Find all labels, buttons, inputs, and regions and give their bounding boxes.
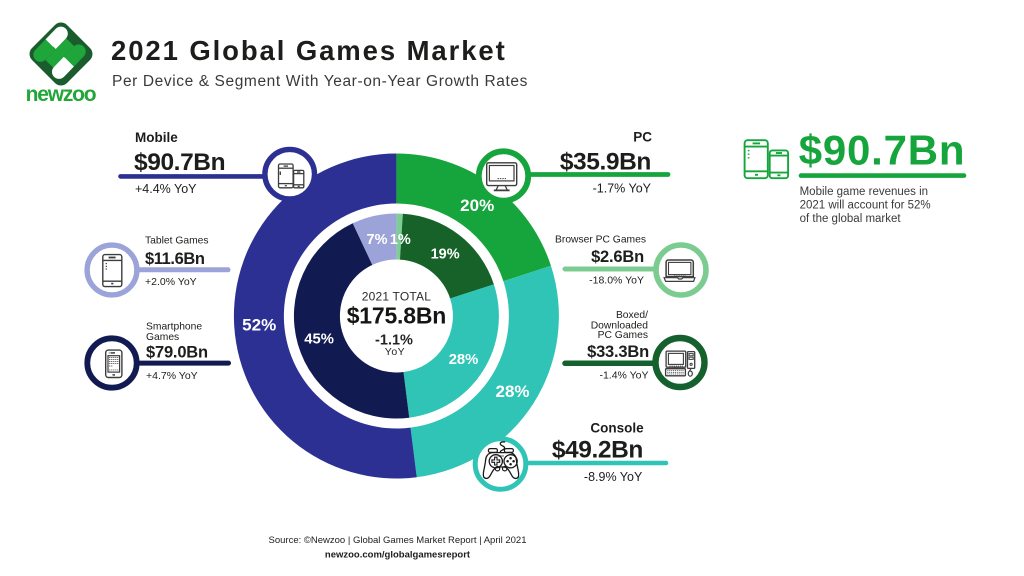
svg-text:Smartphone: Smartphone (146, 322, 202, 333)
svg-text:Boxed/: Boxed/ (616, 310, 648, 321)
svg-text:Tablet Games: Tablet Games (145, 235, 209, 246)
svg-text:PC Games: PC Games (598, 330, 648, 341)
svg-text:7%: 7% (367, 232, 388, 248)
svg-text:newzoo: newzoo (26, 83, 96, 106)
svg-text:-1.7% YoY: -1.7% YoY (593, 181, 652, 195)
svg-text:$33.3Bn: $33.3Bn (587, 343, 649, 361)
svg-text:PC: PC (633, 130, 652, 145)
svg-text:of the global market: of the global market (800, 213, 902, 225)
svg-text:28%: 28% (449, 352, 479, 368)
svg-text:+4.4% YoY: +4.4% YoY (135, 182, 197, 196)
svg-text:$35.9Bn: $35.9Bn (560, 149, 651, 176)
svg-text:Browser PC Games: Browser PC Games (555, 234, 646, 245)
svg-text:$79.0Bn: $79.0Bn (146, 344, 208, 362)
svg-text:-18.0% YoY: -18.0% YoY (589, 274, 644, 286)
svg-text:2021 TOTAL: 2021 TOTAL (362, 290, 432, 304)
svg-text:$11.6Bn: $11.6Bn (145, 250, 205, 268)
svg-text:Console: Console (590, 420, 644, 435)
svg-text:$90.7Bn: $90.7Bn (799, 127, 966, 174)
svg-text:1%: 1% (390, 232, 411, 248)
svg-text:$2.6Bn: $2.6Bn (591, 248, 644, 266)
svg-text:19%: 19% (431, 247, 460, 263)
svg-text:-1.1%: -1.1% (375, 333, 413, 349)
svg-text:52%: 52% (242, 316, 276, 335)
svg-text:+2.0% YoY: +2.0% YoY (145, 276, 197, 288)
svg-text:YoY: YoY (385, 346, 405, 358)
svg-text:$49.2Bn: $49.2Bn (552, 437, 643, 464)
svg-text:Downloaded: Downloaded (591, 320, 649, 331)
svg-text:Games: Games (146, 332, 179, 343)
svg-text:28%: 28% (495, 382, 529, 401)
svg-text:20%: 20% (460, 196, 494, 215)
svg-text:+4.7% YoY: +4.7% YoY (146, 370, 198, 382)
svg-text:45%: 45% (304, 332, 334, 348)
svg-text:2021 will account for 52%: 2021 will account for 52% (800, 200, 931, 212)
svg-text:newzoo.com/globalgamesreport: newzoo.com/globalgamesreport (325, 550, 471, 561)
svg-text:-1.4% YoY: -1.4% YoY (599, 370, 648, 382)
svg-text:$175.8Bn: $175.8Bn (347, 303, 446, 329)
svg-text:Source: ©Newzoo | Global Games: Source: ©Newzoo | Global Games Market Re… (269, 535, 527, 546)
svg-text:$90.7Bn: $90.7Bn (134, 149, 225, 176)
svg-text:Per Device & Segment With Year: Per Device & Segment With Year-on-Year G… (112, 73, 528, 90)
svg-text:Mobile: Mobile (135, 130, 178, 145)
svg-text:Mobile game revenues in: Mobile game revenues in (800, 186, 929, 198)
svg-text:2021 Global Games Market: 2021 Global Games Market (111, 35, 507, 66)
svg-text:-8.9% YoY: -8.9% YoY (584, 470, 643, 484)
